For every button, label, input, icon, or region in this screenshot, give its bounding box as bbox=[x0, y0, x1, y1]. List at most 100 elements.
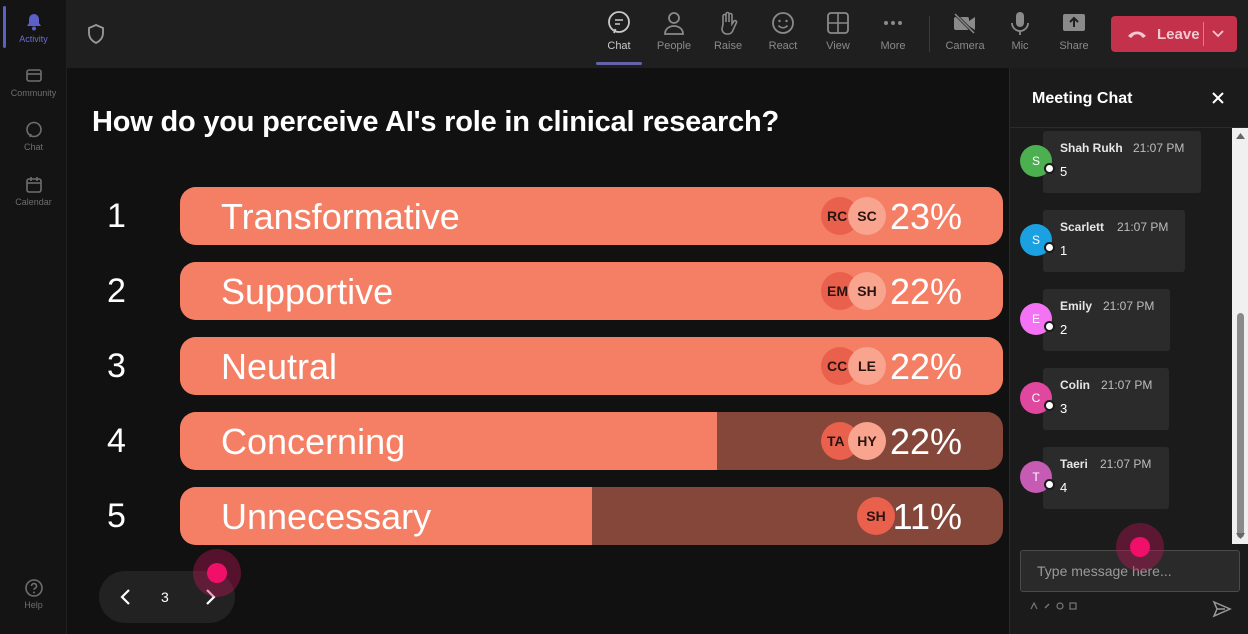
option-number: 4 bbox=[107, 422, 126, 460]
chevron-right-icon[interactable] bbox=[201, 587, 219, 607]
sender-name: Shah Rukh bbox=[1060, 141, 1123, 155]
presence-status-icon bbox=[1044, 479, 1055, 490]
page-number: 3 bbox=[161, 589, 169, 605]
toolbar-item-label: Share bbox=[1059, 40, 1089, 52]
message-bubble: Emily 21:07 PM 2 bbox=[1043, 289, 1170, 351]
chevron-down-icon[interactable] bbox=[1211, 26, 1225, 40]
toolbar-react-button[interactable]: React bbox=[759, 10, 807, 52]
help-icon bbox=[24, 579, 43, 597]
rail-item-help[interactable]: Help bbox=[0, 578, 67, 610]
option-percentage: 22% bbox=[889, 346, 962, 387]
message-bubble: Taeri 21:07 PM 4 bbox=[1043, 447, 1169, 509]
toolbar-people-button[interactable]: People bbox=[650, 10, 698, 52]
view-grid-icon bbox=[827, 12, 849, 34]
toolbar-view-button[interactable]: View bbox=[814, 10, 862, 52]
chat-message: Colin 21:07 PM 3 C bbox=[1010, 368, 1232, 430]
rail-item-activity[interactable]: Activity bbox=[0, 12, 67, 44]
more-icon bbox=[884, 21, 902, 25]
raise-hand-icon bbox=[721, 11, 738, 35]
chat-divider bbox=[1010, 127, 1248, 128]
message-input-box[interactable] bbox=[1020, 550, 1240, 592]
chat-scrollbar[interactable] bbox=[1232, 128, 1248, 544]
toolbar-item-label: People bbox=[656, 40, 692, 52]
chevron-left-icon[interactable] bbox=[117, 587, 135, 607]
attach-icon[interactable] bbox=[1043, 602, 1051, 610]
rail-active-indicator bbox=[3, 6, 6, 48]
bell-icon bbox=[26, 14, 41, 31]
option-percentage: 22% bbox=[889, 271, 962, 312]
format-icon[interactable] bbox=[1030, 602, 1038, 610]
rail-item-chat[interactable]: Chat bbox=[0, 120, 67, 152]
option-label: Unnecessary bbox=[221, 496, 432, 537]
share-icon bbox=[1063, 14, 1085, 31]
leave-divider bbox=[1203, 22, 1204, 46]
poll-option-row: 3 Neutral CC LE 22% bbox=[67, 337, 1009, 395]
leave-button[interactable]: Leave bbox=[1111, 16, 1237, 52]
community-icon bbox=[25, 69, 42, 82]
message-text: 1 bbox=[1060, 243, 1068, 258]
message-bubble: Scarlett 21:07 PM 1 bbox=[1043, 210, 1185, 272]
chat-message: Shah Rukh 21:07 PM 5 S bbox=[1010, 131, 1232, 193]
active-tab-indicator bbox=[596, 62, 642, 65]
message-text: 3 bbox=[1060, 401, 1068, 416]
message-text: 2 bbox=[1060, 322, 1068, 337]
result-bar-fill bbox=[180, 487, 593, 545]
rail-item-calendar[interactable]: Calendar bbox=[0, 175, 67, 207]
format-toolbar bbox=[1030, 602, 1077, 610]
rail-item-community[interactable]: Community bbox=[0, 66, 67, 98]
emoji-icon[interactable] bbox=[1056, 602, 1064, 610]
toolbar-share-button[interactable]: Share bbox=[1050, 10, 1098, 52]
message-text: 5 bbox=[1060, 164, 1068, 179]
meeting-chat-panel: Meeting Chat Shah Rukh 21:07 PM 5 S Scarlett… bbox=[1009, 68, 1248, 634]
option-percentage: 22% bbox=[889, 421, 962, 462]
poll-results-stage: How do you perceive AI's role in clinica… bbox=[67, 68, 1009, 634]
voter-avatar: SH bbox=[857, 497, 895, 535]
chat-icon bbox=[25, 121, 42, 138]
meeting-toolbar: Chat People Raise React View More Camera… bbox=[67, 0, 1248, 68]
option-number: 2 bbox=[107, 272, 126, 310]
shield-icon bbox=[88, 24, 104, 44]
option-number: 1 bbox=[107, 197, 126, 235]
sender-name: Taeri bbox=[1060, 457, 1088, 471]
option-label: Neutral bbox=[221, 346, 338, 387]
voter-avatar: SH bbox=[848, 272, 886, 310]
rail-item-label: Help bbox=[24, 600, 43, 610]
message-time: 21:07 PM bbox=[1100, 457, 1152, 471]
result-bar-track bbox=[180, 262, 1003, 320]
rail-item-label: Calendar bbox=[15, 197, 52, 207]
chat-message: Emily 21:07 PM 2 E bbox=[1010, 289, 1232, 351]
toolbar-camera-button[interactable]: Camera bbox=[941, 10, 989, 52]
react-icon bbox=[772, 12, 794, 34]
option-number: 3 bbox=[107, 347, 126, 385]
poll-option-row: 1 Transformative RC SC 23% bbox=[67, 187, 1009, 245]
send-icon[interactable] bbox=[1212, 600, 1232, 618]
chat-message: Taeri 21:07 PM 4 T bbox=[1010, 447, 1232, 509]
scroll-thumb[interactable] bbox=[1237, 313, 1244, 538]
toolbar-chat-button[interactable]: Chat bbox=[595, 10, 643, 52]
gif-icon[interactable] bbox=[1069, 602, 1077, 610]
toolbar-item-label: View bbox=[826, 40, 850, 52]
presence-status-icon bbox=[1044, 242, 1055, 253]
toolbar-item-label: Chat bbox=[607, 40, 631, 52]
toolbar-item-label: React bbox=[768, 40, 798, 52]
option-label: Supportive bbox=[221, 271, 394, 312]
scroll-down-icon[interactable] bbox=[1236, 532, 1245, 540]
toolbar-more-button[interactable]: More bbox=[869, 10, 917, 52]
hang-up-icon bbox=[1128, 31, 1146, 38]
leave-label: Leave bbox=[1157, 25, 1200, 43]
message-time: 21:07 PM bbox=[1101, 378, 1153, 392]
toolbar-mic-button[interactable]: Mic bbox=[996, 10, 1044, 52]
app-rail: Activity Community Chat Calendar Help bbox=[0, 0, 67, 634]
toolbar-item-label: Raise bbox=[713, 40, 743, 52]
message-time: 21:07 PM bbox=[1117, 220, 1169, 234]
toolbar-raise-button[interactable]: Raise bbox=[704, 10, 752, 52]
pointer-indicator bbox=[193, 549, 241, 597]
presence-status-icon bbox=[1044, 321, 1055, 332]
chat-message: Scarlett 21:07 PM 1 S bbox=[1010, 210, 1232, 272]
message-input[interactable] bbox=[1021, 551, 1239, 591]
scroll-up-icon[interactable] bbox=[1236, 132, 1245, 140]
close-icon[interactable] bbox=[1210, 90, 1226, 106]
calendar-icon bbox=[25, 177, 42, 193]
option-percentage: 23% bbox=[889, 196, 962, 237]
toolbar-divider bbox=[929, 16, 930, 52]
